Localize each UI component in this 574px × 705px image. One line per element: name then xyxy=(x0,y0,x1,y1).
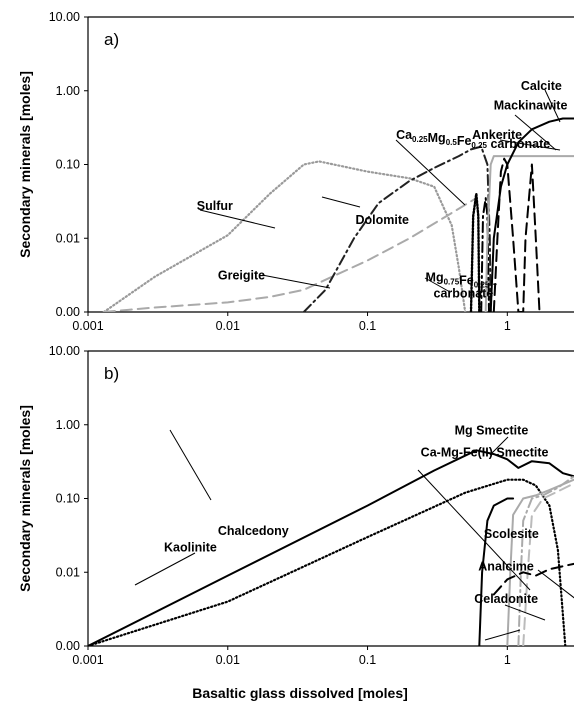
series-line-kaolinite xyxy=(88,478,567,646)
series-line-chalcedony xyxy=(88,449,574,646)
series-line-mg-smectite xyxy=(506,478,574,646)
annotation-leader xyxy=(417,469,531,591)
annotation-leader xyxy=(544,89,561,123)
annotation-label: Ankerite xyxy=(472,128,522,142)
series-line-ca0-25mg0-5fe0-25-carbonate xyxy=(469,192,481,312)
panel-a: 0.00 0.01 0.10 1.00 10.00 0.001 0.01 0.1 1 Second… xyxy=(17,10,574,333)
panel-b: 0.00 0.01 0.10 1.00 10.00 0.001 0.01 0.1 1 Second… xyxy=(17,344,574,701)
annotation-label: Ca0.25Mg0.5Fe0.25 carbonate xyxy=(396,128,550,151)
y-axis-label: Secondary minerals [moles] xyxy=(17,71,33,258)
series-line-mackinawite xyxy=(492,157,541,312)
annotation-label: Mg Smectite xyxy=(455,423,529,437)
annotation-leader xyxy=(514,114,557,151)
annotation-leader xyxy=(504,604,546,621)
y-tick-label: 10.00 xyxy=(49,10,80,24)
annotation-label: carbonate xyxy=(434,286,494,300)
series-line-analcime xyxy=(492,562,574,596)
annotation-label: Greigite xyxy=(218,269,265,283)
annotation-leader xyxy=(134,552,196,586)
series-line-dolomite xyxy=(302,145,492,312)
annotation-leader xyxy=(424,277,451,293)
series-line-scolesite xyxy=(522,482,574,646)
x-tick-label: 1 xyxy=(504,319,511,333)
panel-label: b) xyxy=(104,364,119,383)
annotation-leader xyxy=(169,429,212,501)
x-tick-label: 0.01 xyxy=(216,319,240,333)
x-tick-label: 0.01 xyxy=(216,653,240,667)
y-tick-label: 1.00 xyxy=(56,84,80,98)
y-tick-label: 0.00 xyxy=(56,305,80,319)
annotation-leader xyxy=(321,196,361,208)
x-tick-label: 0.1 xyxy=(359,319,376,333)
annotation-label: Mg0.75Fe0.25 - xyxy=(426,270,497,290)
y-tick-label: 0.10 xyxy=(56,158,80,172)
panel-label: a) xyxy=(104,30,119,49)
annotation-leader xyxy=(199,209,276,229)
y-tick-label: 0.01 xyxy=(56,231,80,245)
annotation-label: Mackinawite xyxy=(494,98,568,112)
annotation-label: Sulfur xyxy=(197,199,233,213)
annotation-label: Analcime xyxy=(478,560,534,574)
annotation-label: Scolesite xyxy=(484,527,539,541)
x-tick-label: 0.1 xyxy=(359,653,376,667)
series-line-greigite xyxy=(102,197,478,312)
annotation-leader xyxy=(499,139,561,151)
annotation-label: Dolomite xyxy=(355,213,409,227)
y-tick-label: 0.10 xyxy=(56,492,80,506)
y-tick-label: 1.00 xyxy=(56,418,80,432)
series-line-sulfur xyxy=(102,160,467,312)
x-tick-label: 1 xyxy=(504,653,511,667)
x-tick-label: 0.001 xyxy=(72,653,103,667)
annotation-label: Celadonite xyxy=(474,592,538,606)
y-tick-label: 10.00 xyxy=(49,344,80,358)
annotation-leader xyxy=(537,569,574,599)
y-tick-label: 0.01 xyxy=(56,565,80,579)
y-tick-label: 0.00 xyxy=(56,639,80,653)
x-axis-label: Basaltic glass dissolved [moles] xyxy=(192,685,408,701)
annotation-leader xyxy=(261,274,331,289)
annotation-leader xyxy=(395,139,466,206)
annotation-label: Calcite xyxy=(521,79,562,93)
annotation-label: Kaolinite xyxy=(164,541,217,555)
annotation-label: Chalcedony xyxy=(218,524,289,538)
series-line-celadonite xyxy=(478,497,515,646)
annotation-leader xyxy=(489,436,509,456)
series-line-ankerite xyxy=(484,155,574,312)
annotation-label: Ca-Mg-Fe(II) Smectite xyxy=(421,446,549,460)
x-tick-label: 0.001 xyxy=(72,319,103,333)
annotation-leader xyxy=(484,629,521,641)
y-axis-label: Secondary minerals [moles] xyxy=(17,405,33,592)
